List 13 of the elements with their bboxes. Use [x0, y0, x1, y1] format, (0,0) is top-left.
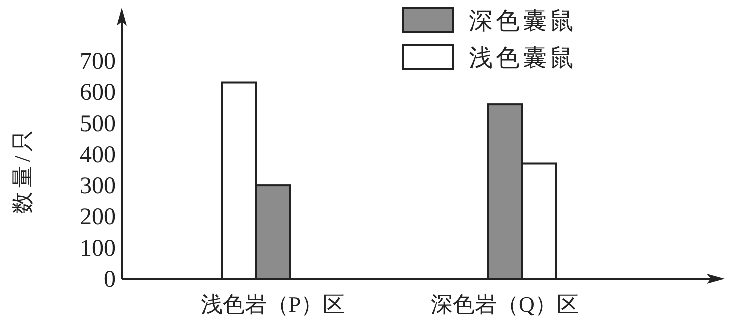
legend-label: 深色囊鼠: [469, 9, 577, 35]
x-tick-label: 深色岩（Q）区: [431, 292, 579, 317]
y-axis-title: 数量/只: [10, 126, 35, 214]
y-tick-label: 400: [80, 142, 116, 168]
y-tick-label: 600: [80, 80, 116, 106]
y-tick-label: 300: [80, 174, 116, 200]
y-tick-label: 700: [80, 48, 116, 75]
x-tick-label: 浅色岩（P）区: [200, 292, 346, 317]
y-tick-label: 0: [104, 267, 116, 293]
y-tick-label: 100: [80, 236, 116, 262]
legend-label: 浅色囊鼠: [469, 46, 577, 72]
y-tick-label: 500: [80, 111, 116, 138]
y-tick-label: 200: [80, 204, 116, 231]
